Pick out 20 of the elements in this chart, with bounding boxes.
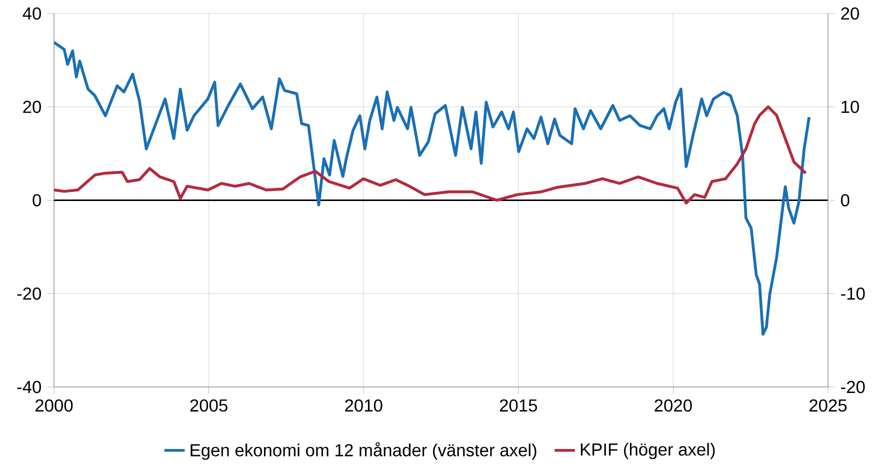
y2-tick-label: 0 (840, 194, 850, 206)
x-tick-label: 2025 (810, 399, 847, 412)
y2-tick-label: 20 (841, 7, 859, 20)
line-series (54, 105, 808, 205)
y-tick-label: 20 (23, 100, 41, 114)
x-tick-label: 2020 (654, 399, 692, 412)
x-tick-label: 2005 (190, 399, 228, 412)
x-tick-label: 2000 (36, 399, 73, 412)
x-tick-label: 2010 (345, 399, 382, 412)
legend-label: Egen ekonomi om 12 månader (vänster axel) (190, 442, 536, 460)
y-tick-label: 40 (22, 7, 41, 20)
y-tick-label: -20 (17, 288, 41, 300)
y-tick-label: 0 (32, 194, 41, 206)
y2-tick-label: -20 (841, 380, 865, 394)
y2-tick-label: -10 (841, 288, 865, 300)
x-tick-label: 2015 (500, 399, 537, 412)
y-tick-label: -40 (17, 380, 41, 394)
line-series (54, 41, 811, 336)
y2-tick-label: 10 (842, 100, 859, 114)
legend-label: KPIF (höger axel) (580, 442, 715, 460)
